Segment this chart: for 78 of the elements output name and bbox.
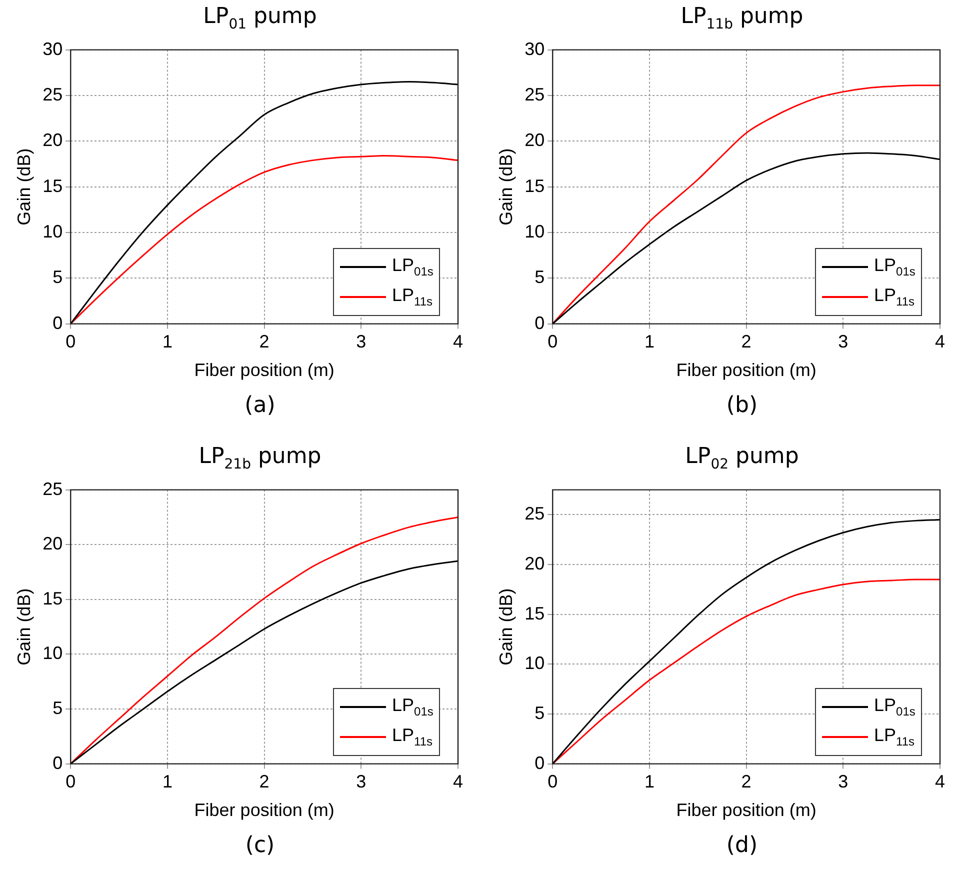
x-tick-label: 2	[741, 772, 752, 792]
x-tick-label: 1	[644, 332, 654, 352]
x-tick-label: 2	[259, 772, 270, 792]
x-tick-label: 0	[66, 332, 76, 352]
text: (a)	[244, 393, 276, 418]
x-tick-label: 1	[162, 772, 172, 792]
legend-label: LP$_{11s}$	[874, 285, 914, 309]
legend-label: LP$_{01s}$	[874, 255, 916, 279]
x-tick-label: 1	[162, 332, 172, 352]
text: (c)	[244, 833, 276, 858]
legend-label: LP$_{11s}$	[392, 725, 432, 749]
x-tick-label: 3	[838, 332, 848, 352]
y-tick-label: 10	[42, 643, 63, 664]
chart-title: LP$_{21b}$ pump	[198, 444, 322, 472]
x-tick-label: 3	[356, 332, 366, 352]
x-axis-title: Fiber position (m)	[676, 800, 816, 820]
y-axis-title: Gain (dB)	[496, 148, 516, 226]
x-tick-label: 2	[259, 332, 270, 352]
legend-label: LP$_{11s}$	[874, 725, 914, 749]
line-series	[552, 152, 940, 324]
line-series	[70, 81, 458, 324]
line-series	[70, 516, 458, 764]
x-tick-label: 4	[452, 772, 464, 792]
legend-label: LP$_{11s}$	[392, 285, 432, 309]
y-tick-label: 10	[42, 221, 63, 242]
y-tick-label: 30	[524, 38, 545, 59]
legend-label: LP$_{01s}$	[392, 255, 434, 279]
y-tick-label: 15	[524, 176, 545, 196]
x-tick-label: 4	[452, 332, 464, 352]
y-tick-label: 20	[42, 130, 63, 150]
line-series	[552, 84, 940, 324]
x-tick-label: 4	[934, 772, 946, 792]
x-axis-title: Fiber position (m)	[676, 360, 816, 380]
x-tick-label: 3	[838, 772, 848, 792]
y-tick-label: 25	[42, 84, 63, 104]
y-axis-title: Gain (dB)	[496, 588, 516, 666]
y-tick-label: 20	[42, 534, 63, 554]
x-tick-label: 0	[548, 772, 558, 792]
legend-label: LP$_{01s}$	[392, 695, 434, 719]
y-tick-label: 10	[524, 653, 545, 674]
y-tick-label: 5	[52, 698, 63, 718]
y-tick-label: 5	[534, 702, 545, 723]
y-tick-label: 15	[42, 588, 63, 608]
y-tick-label: 25	[524, 84, 545, 104]
y-tick-label: 0	[52, 752, 63, 773]
x-axis-title: Fiber position (m)	[194, 800, 334, 820]
x-axis-title: Fiber position (m)	[194, 360, 334, 380]
y-tick-label: 20	[524, 553, 545, 574]
y-tick-label: 25	[42, 478, 63, 499]
y-tick-label: 0	[534, 312, 545, 333]
line-series	[552, 578, 940, 764]
text: (d)	[725, 833, 759, 858]
x-tick-label: 2	[741, 332, 752, 352]
chart-title: LP$_{11b}$ pump	[680, 4, 804, 32]
y-tick-label: 5	[534, 267, 545, 288]
chart-title: LP$_{02}$ pump	[684, 444, 800, 472]
line-series	[70, 154, 458, 324]
x-tick-label: 1	[644, 772, 654, 792]
chart-title: LP$_{01}$ pump	[202, 4, 318, 32]
y-axis-title: Gain (dB)	[14, 588, 34, 666]
y-axis-title: Gain (dB)	[14, 148, 34, 226]
x-tick-label: 4	[934, 332, 946, 352]
y-tick-label: 0	[52, 312, 63, 333]
line-series	[70, 560, 458, 764]
x-tick-label: 3	[356, 772, 366, 792]
legend-label: LP$_{01s}$	[874, 695, 916, 719]
y-tick-label: 0	[534, 752, 545, 773]
y-tick-label: 5	[52, 267, 63, 288]
y-tick-label: 20	[524, 130, 545, 150]
line-series	[552, 518, 940, 764]
y-tick-label: 10	[524, 221, 545, 242]
y-tick-label: 15	[42, 176, 63, 196]
text: (b)	[725, 393, 759, 418]
y-tick-label: 15	[524, 603, 545, 624]
y-tick-label: 30	[42, 38, 63, 59]
x-tick-label: 0	[66, 772, 76, 792]
y-tick-label: 25	[524, 504, 545, 524]
x-tick-label: 0	[548, 332, 558, 352]
